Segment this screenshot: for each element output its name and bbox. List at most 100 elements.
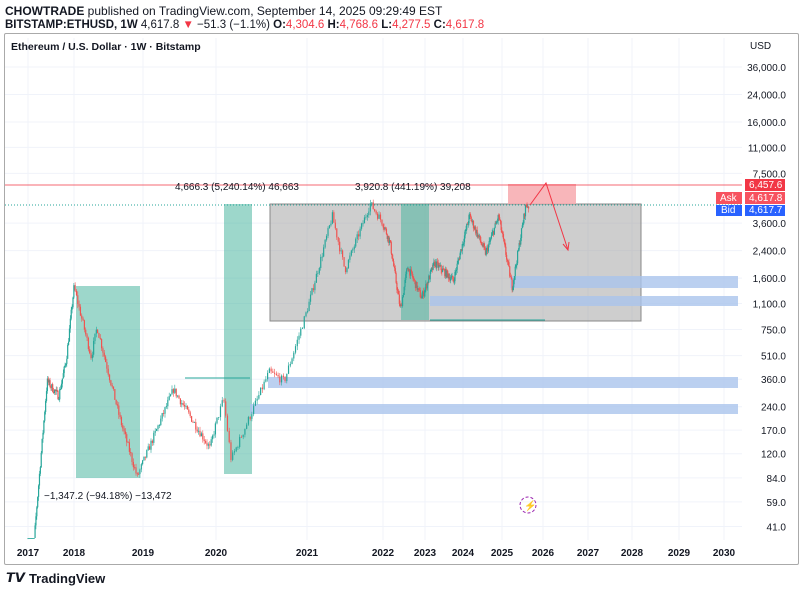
candle-body [430,270,432,272]
candle-body [291,358,293,364]
candle-body [40,452,42,468]
candle-body [486,247,488,251]
candle-body [395,273,397,283]
y-tick-label: 240.0 [761,403,786,414]
candle-body [396,282,398,290]
candle-body [265,379,267,382]
candle-body [170,394,172,397]
y-tick-label: 11,000.0 [748,143,787,154]
candle-body [74,285,76,291]
candle-body [340,250,342,252]
candle-body [81,315,83,319]
candle-body [333,212,335,223]
candle-body [45,400,47,412]
candle-body [50,386,52,388]
candle-body [140,464,142,470]
candle-body [429,271,431,280]
candle-body [192,421,194,423]
candle-body [249,417,251,419]
candle-body [484,248,487,255]
candle-body [98,333,100,338]
candle-body [30,538,33,539]
candle-body [102,348,104,353]
candle-body [82,318,84,321]
candle-body [344,266,347,273]
candle-body [72,297,74,308]
candle-body [75,290,78,296]
symbol: BITSTAMP:ETHUSD, 1W [5,19,138,31]
candle-body [467,223,469,225]
support-zone-3 [268,377,738,388]
candle-body [37,496,39,508]
candle-body [119,414,121,418]
candle-body [452,279,455,282]
candle-body [104,356,107,363]
candle-body [138,473,140,475]
candle-body [55,389,57,392]
last-price: 4,617.8 [140,19,180,31]
candle-body [242,434,244,438]
candle-body [209,444,211,446]
candle-body [426,282,428,289]
candle-body [273,372,276,374]
candle-body [527,206,529,208]
candle-body [178,395,180,399]
candle-body [427,282,429,284]
y-tick-label: 7,500.0 [753,169,787,180]
candle-body [150,440,152,450]
candle-body [466,223,469,225]
candle-body [91,354,93,359]
candle-body [181,403,183,405]
candle-body [406,268,408,270]
lightning-glyph: ⚡ [524,499,536,512]
candle-body [455,269,458,271]
candle-body [450,276,452,279]
candle-body [421,296,423,299]
candle-body [387,235,389,239]
candle-body [521,225,523,229]
support-zone-1 [510,276,738,288]
candle-body [279,376,281,383]
candle-body [143,456,145,461]
candle-body [385,227,387,229]
x-tick-label: 2022 [372,548,395,559]
candle-body [424,288,426,293]
candle-body [502,234,505,239]
candle-body [244,428,246,435]
chart-canvas[interactable]: 36,000.0 24,000.0 16,000.0 11,000.0 7,500.0 3… [0,0,800,565]
candle-body [495,223,497,225]
candle-body [219,406,222,418]
annotation-drop-2018: −1,347.2 (−94.18%) −13,472 [44,491,172,502]
candle-body [409,269,411,276]
down-arrow-icon: ▼ [182,19,194,31]
candle-body [101,339,103,349]
candle-body [434,261,436,267]
candle-body [382,224,384,228]
bid-label-badge [716,205,742,216]
y-tick-label: 170.0 [761,426,786,437]
candle-body [156,428,158,431]
candle-body [286,373,288,382]
candle-body [505,246,507,255]
candle-body [394,268,396,274]
close-label: C: [433,19,446,31]
candle-body [410,269,412,276]
candle-body [330,223,332,226]
candle-body [57,390,59,400]
candle-body [64,365,66,367]
candle-body [526,205,528,208]
x-tick-label: 2018 [63,548,86,559]
x-tick-label: 2026 [532,548,555,559]
candle-body [226,415,229,431]
candle-body [475,229,478,234]
candle-body [502,232,504,235]
candle-body [347,259,350,269]
candle-body [476,229,478,237]
candle-body [270,368,272,372]
candle-body [225,401,227,416]
y-tick-label: 360.0 [761,375,786,386]
candle-body [308,301,310,312]
price-axis: 36,000.0 24,000.0 16,000.0 11,000.0 7,500.0 3… [747,63,786,534]
candle-body [167,399,169,407]
candle-body [254,400,256,406]
